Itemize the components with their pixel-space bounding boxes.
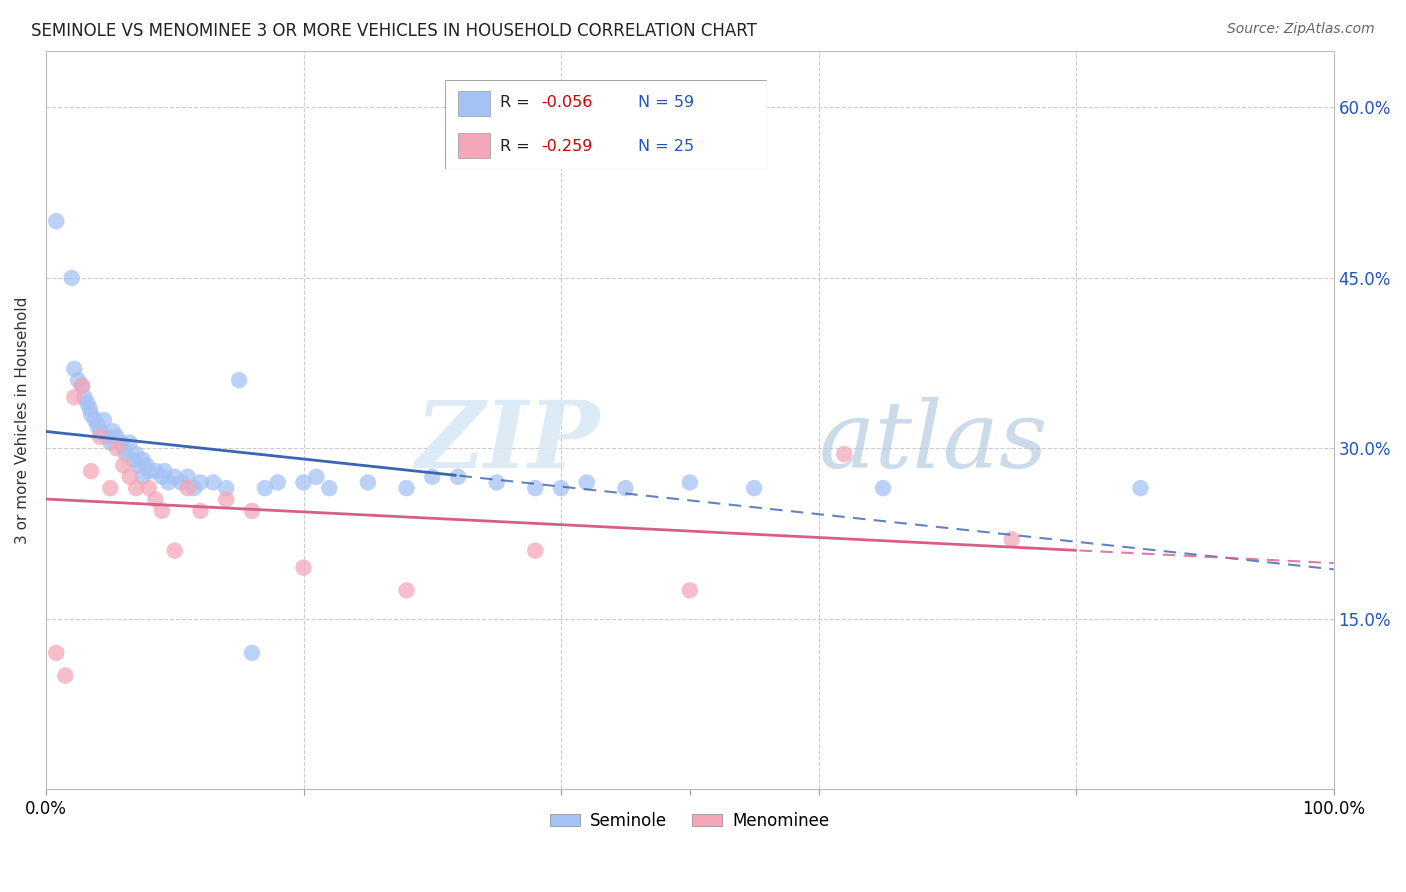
Point bbox=[67, 373, 90, 387]
Point bbox=[93, 413, 115, 427]
Point bbox=[83, 413, 105, 427]
Point bbox=[70, 379, 93, 393]
Text: atlas: atlas bbox=[818, 397, 1047, 487]
Point bbox=[60, 271, 83, 285]
Point bbox=[176, 481, 198, 495]
Point bbox=[157, 475, 180, 490]
Point bbox=[163, 543, 186, 558]
Point bbox=[135, 458, 157, 473]
Point bbox=[98, 481, 121, 495]
Point bbox=[73, 390, 96, 404]
Point bbox=[89, 425, 111, 439]
Point bbox=[79, 401, 101, 416]
Point bbox=[183, 481, 205, 495]
Point bbox=[524, 543, 547, 558]
Point bbox=[70, 379, 93, 393]
Point bbox=[292, 560, 315, 574]
Point bbox=[105, 442, 128, 456]
Point bbox=[145, 464, 167, 478]
Point bbox=[138, 481, 160, 495]
Point bbox=[53, 668, 76, 682]
Point bbox=[118, 469, 141, 483]
Point bbox=[86, 418, 108, 433]
Point bbox=[76, 396, 98, 410]
Point bbox=[318, 481, 340, 495]
Text: SEMINOLE VS MENOMINEE 3 OR MORE VEHICLES IN HOUSEHOLD CORRELATION CHART: SEMINOLE VS MENOMINEE 3 OR MORE VEHICLES… bbox=[31, 22, 756, 40]
Point bbox=[240, 504, 263, 518]
Point bbox=[105, 430, 128, 444]
Point bbox=[1001, 533, 1024, 547]
Point bbox=[89, 430, 111, 444]
Point bbox=[834, 447, 856, 461]
Point bbox=[215, 481, 238, 495]
Point bbox=[240, 646, 263, 660]
Point bbox=[150, 469, 173, 483]
Point bbox=[150, 504, 173, 518]
Point bbox=[395, 481, 418, 495]
Point bbox=[63, 361, 86, 376]
Point bbox=[292, 475, 315, 490]
Point bbox=[190, 504, 212, 518]
Point bbox=[679, 475, 702, 490]
Text: Source: ZipAtlas.com: Source: ZipAtlas.com bbox=[1227, 22, 1375, 37]
Text: ZIP: ZIP bbox=[415, 397, 600, 487]
Point bbox=[170, 475, 193, 490]
Point bbox=[131, 452, 153, 467]
Point bbox=[550, 481, 572, 495]
Y-axis label: 3 or more Vehicles in Household: 3 or more Vehicles in Household bbox=[15, 296, 30, 543]
Point bbox=[101, 425, 124, 439]
Point bbox=[145, 492, 167, 507]
Point bbox=[80, 407, 103, 421]
Point bbox=[125, 481, 148, 495]
Point bbox=[97, 430, 120, 444]
Point bbox=[485, 475, 508, 490]
Point bbox=[679, 583, 702, 598]
Point bbox=[614, 481, 637, 495]
Point bbox=[267, 475, 290, 490]
Point bbox=[575, 475, 598, 490]
Point bbox=[122, 452, 145, 467]
Point bbox=[114, 447, 136, 461]
Point bbox=[190, 475, 212, 490]
Point bbox=[45, 214, 67, 228]
Point bbox=[420, 469, 443, 483]
Point bbox=[228, 373, 250, 387]
Point bbox=[524, 481, 547, 495]
Point bbox=[131, 469, 153, 483]
Point bbox=[80, 464, 103, 478]
Point bbox=[98, 435, 121, 450]
Point bbox=[138, 464, 160, 478]
Point bbox=[63, 390, 86, 404]
Point bbox=[742, 481, 765, 495]
Point bbox=[163, 469, 186, 483]
Legend: Seminole, Menominee: Seminole, Menominee bbox=[544, 805, 837, 837]
Point bbox=[125, 447, 148, 461]
Point bbox=[215, 492, 238, 507]
Point bbox=[153, 464, 176, 478]
Point bbox=[395, 583, 418, 598]
Point bbox=[112, 458, 135, 473]
Point bbox=[112, 442, 135, 456]
Point bbox=[176, 469, 198, 483]
Point bbox=[118, 435, 141, 450]
Point bbox=[202, 475, 225, 490]
Point bbox=[45, 646, 67, 660]
Point bbox=[357, 475, 380, 490]
Point bbox=[110, 435, 132, 450]
Point bbox=[305, 469, 328, 483]
Point bbox=[1129, 481, 1152, 495]
Point bbox=[128, 458, 150, 473]
Point bbox=[872, 481, 894, 495]
Point bbox=[253, 481, 276, 495]
Point bbox=[447, 469, 470, 483]
